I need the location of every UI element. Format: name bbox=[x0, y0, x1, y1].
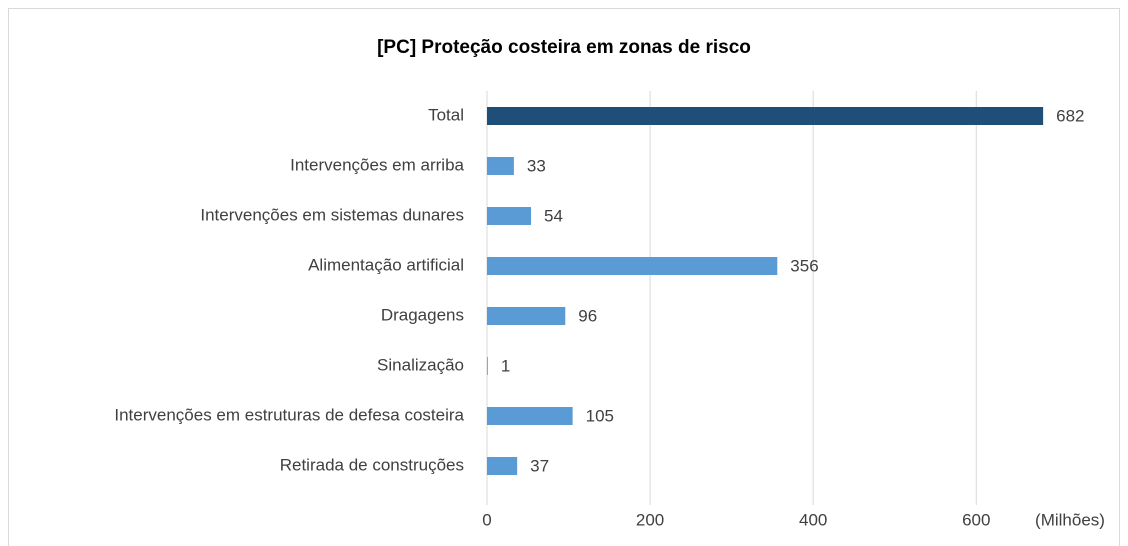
value-label: 1 bbox=[501, 356, 510, 375]
y-tick-label: Retirada de construções bbox=[280, 455, 464, 474]
value-label: 54 bbox=[544, 206, 563, 225]
bar bbox=[487, 357, 488, 375]
y-tick-label: Alimentação artificial bbox=[308, 255, 464, 274]
y-tick-label: Intervenções em sistemas dunares bbox=[200, 205, 464, 224]
chart-title: [PC] Proteção costeira em zonas de risco bbox=[377, 37, 751, 58]
value-label: 37 bbox=[530, 456, 549, 475]
x-axis-unit: (Milhões) bbox=[1035, 510, 1105, 529]
value-label: 96 bbox=[578, 306, 597, 325]
bar bbox=[487, 257, 778, 275]
y-tick-label: Total bbox=[428, 105, 464, 124]
value-label: 33 bbox=[527, 156, 546, 175]
x-tick-label: 200 bbox=[636, 510, 664, 529]
bar bbox=[487, 157, 514, 175]
bar bbox=[487, 307, 566, 325]
bar bbox=[487, 207, 532, 225]
value-label: 356 bbox=[790, 256, 818, 275]
y-tick-label: Intervenções em estruturas de defesa cos… bbox=[114, 405, 464, 424]
x-tick-label: 600 bbox=[962, 510, 990, 529]
bar bbox=[487, 107, 1044, 125]
y-tick-label: Intervenções em arriba bbox=[290, 155, 464, 174]
bar bbox=[487, 407, 573, 425]
chart-frame bbox=[8, 8, 1120, 546]
value-label: 105 bbox=[586, 406, 614, 425]
value-label: 682 bbox=[1056, 106, 1084, 125]
bar bbox=[487, 457, 518, 475]
y-tick-label: Sinalização bbox=[377, 355, 464, 374]
y-tick-label: Dragagens bbox=[381, 305, 464, 324]
x-tick-label: 0 bbox=[482, 510, 491, 529]
x-tick-label: 400 bbox=[799, 510, 827, 529]
